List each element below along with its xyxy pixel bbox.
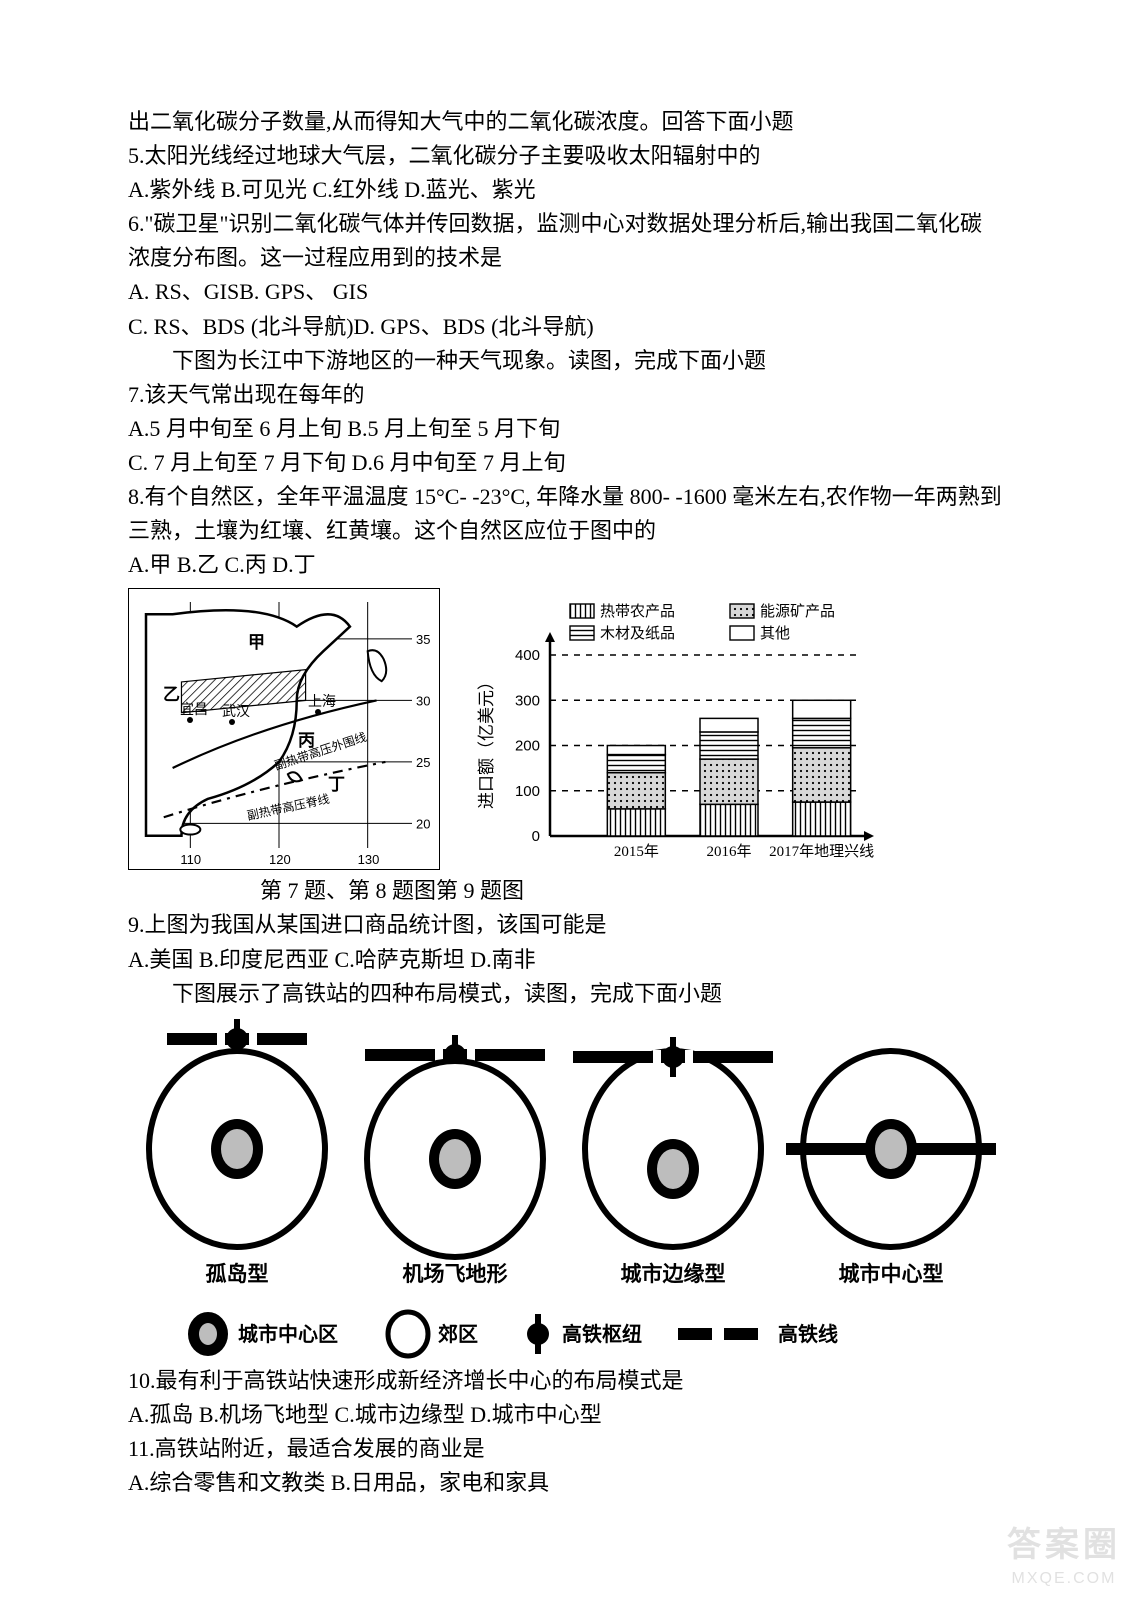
watermark-line1: 答案圈: [1007, 1519, 1121, 1572]
line: 5.太阳光线经过地球大气层，二氧化碳分子主要吸收太阳辐射中的: [128, 139, 1003, 173]
line: A.孤岛 B.机场飞地型 C.城市边缘型 D.城市中心型: [128, 1398, 1003, 1432]
figure-row: 35302520110120130宜昌武汉上海甲乙丙丁副热带高压外围线副热带高压…: [128, 588, 1003, 870]
svg-text:甲: 甲: [248, 633, 265, 652]
svg-text:城市中心型: 城市中心型: [839, 1262, 944, 1286]
watermark: 答案圈 MXQE.COM: [1007, 1519, 1121, 1592]
svg-text:热带农产品: 热带农产品: [600, 603, 675, 620]
svg-text:2017年地理兴线: 2017年地理兴线: [769, 843, 874, 860]
svg-text:城市中心区: 城市中心区: [238, 1322, 338, 1346]
map-figure: 35302520110120130宜昌武汉上海甲乙丙丁副热带高压外围线副热带高压…: [128, 588, 440, 870]
svg-text:400: 400: [515, 647, 540, 664]
line: C. RS、BDS (北斗导航)D. GPS、BDS (北斗导航): [128, 310, 1003, 344]
svg-text:孤岛型: 孤岛型: [206, 1262, 269, 1286]
svg-text:300: 300: [515, 693, 540, 710]
line: C. 7 月上旬至 7 月下旬 D.6 月中旬至 7 月上旬: [128, 446, 1003, 480]
svg-text:乙: 乙: [163, 685, 180, 704]
svg-text:宜昌: 宜昌: [180, 702, 208, 718]
svg-text:能源矿产品: 能源矿产品: [760, 603, 835, 620]
watermark-line2: MXQE.COM: [1007, 1567, 1121, 1592]
line: 11.高铁站附近，最适合发展的商业是: [128, 1432, 1003, 1466]
line: A.5 月中旬至 6 月上旬 B.5 月上旬至 5 月下旬: [128, 412, 1003, 446]
svg-text:30: 30: [416, 694, 430, 709]
svg-text:木材及纸品: 木材及纸品: [600, 625, 675, 642]
line: A.甲 B.乙 C.丙 D.丁: [128, 548, 1003, 582]
svg-text:200: 200: [515, 738, 540, 755]
svg-text:0: 0: [532, 828, 540, 845]
line: 下图展示了高铁站的四种布局模式，读图，完成下面小题: [128, 977, 1003, 1011]
question-text: 出二氧化碳分子数量,从而得知大气中的二氧化碳浓度。回答下面小题 5.太阳光线经过…: [128, 105, 1003, 582]
question-text: 10.最有利于高铁站快速形成新经济增长中心的布局模式是 A.孤岛 B.机场飞地型…: [128, 1364, 1003, 1500]
svg-text:110: 110: [180, 852, 201, 867]
svg-text:25: 25: [416, 755, 430, 770]
svg-text:100: 100: [515, 783, 540, 800]
line: 8.有个自然区，全年平温温度 15°C- -23°C, 年降水量 800- -1…: [128, 480, 1003, 548]
svg-text:郊区: 郊区: [438, 1322, 478, 1346]
line: A. RS、GISB. GPS、 GIS: [128, 275, 1003, 309]
figure-caption: 第 7 题、第 8 题图第 9 题图: [128, 874, 1003, 908]
svg-text:丁: 丁: [328, 775, 345, 794]
line: A.综合零售和文教类 B.日用品，家电和家具: [128, 1466, 1003, 1500]
line: 下图为长江中下游地区的一种天气现象。读图，完成下面小题: [128, 344, 1003, 378]
svg-text:进口额（亿美元）: 进口额（亿美元）: [477, 673, 496, 809]
line: A.美国 B.印度尼西亚 C.哈萨克斯坦 D.南非: [128, 943, 1003, 977]
line: 10.最有利于高铁站快速形成新经济增长中心的布局模式是: [128, 1364, 1003, 1398]
exam-page: 出二氧化碳分子数量,从而得知大气中的二氧化碳浓度。回答下面小题 5.太阳光线经过…: [0, 0, 1131, 1600]
svg-text:机场飞地形: 机场飞地形: [403, 1262, 508, 1286]
line: A.紫外线 B.可见光 C.红外线 D.蓝光、紫光: [128, 173, 1003, 207]
station-layout-figure: 孤岛型 机场飞地形 城市边缘型 城市中心型城市中心区 郊区 高铁枢纽 高铁线: [128, 1019, 1003, 1364]
line: 出二氧化碳分子数量,从而得知大气中的二氧化碳浓度。回答下面小题: [128, 105, 1003, 139]
svg-text:高铁枢纽: 高铁枢纽: [562, 1322, 642, 1346]
svg-text:2016年: 2016年: [706, 843, 751, 860]
bar-chart: 0 100 200 300 400 进口额（亿美元） 2015年 2016年 2017年地理兴线…: [468, 588, 888, 870]
svg-text:上海: 上海: [308, 694, 336, 710]
svg-text:35: 35: [416, 632, 430, 647]
line: 7.该天气常出现在每年的: [128, 378, 1003, 412]
svg-text:20: 20: [416, 817, 430, 832]
svg-text:其他: 其他: [760, 625, 790, 642]
question-text: 9.上图为我国从某国进口商品统计图，该国可能是 A.美国 B.印度尼西亚 C.哈…: [128, 908, 1003, 1010]
svg-text:城市边缘型: 城市边缘型: [621, 1262, 726, 1286]
svg-text:2015年: 2015年: [614, 843, 659, 860]
line: 6."碳卫星"识别二氧化碳气体并传回数据，监测中心对数据处理分析后,输出我国二氧…: [128, 207, 1003, 275]
svg-text:120: 120: [269, 852, 291, 867]
svg-text:高铁线: 高铁线: [778, 1322, 838, 1346]
svg-text:130: 130: [358, 852, 380, 867]
svg-text:武汉: 武汉: [222, 704, 250, 720]
line: 9.上图为我国从某国进口商品统计图，该国可能是: [128, 908, 1003, 942]
